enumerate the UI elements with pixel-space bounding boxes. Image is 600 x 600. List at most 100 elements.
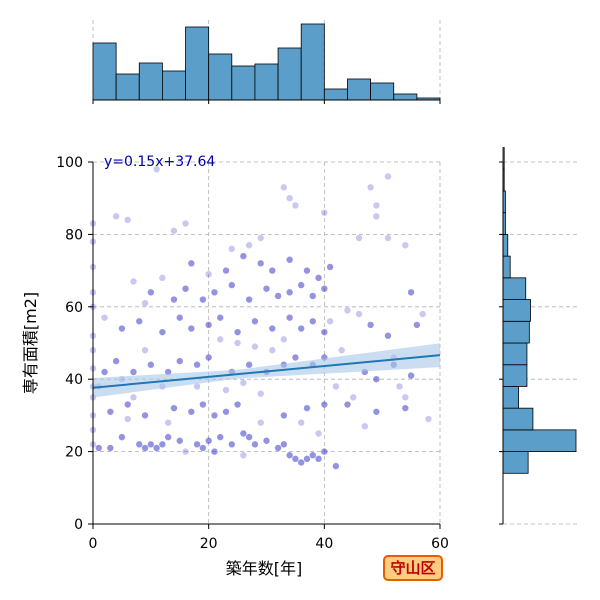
data-point xyxy=(159,328,166,336)
data-point xyxy=(407,372,415,379)
histogram-bar xyxy=(115,73,140,101)
data-point xyxy=(251,343,259,350)
data-point xyxy=(280,184,288,191)
data-point xyxy=(286,314,293,321)
data-point xyxy=(425,415,432,423)
data-point xyxy=(199,401,207,408)
data-point xyxy=(350,394,357,401)
data-point xyxy=(298,459,305,466)
data-point xyxy=(211,289,218,296)
data-point xyxy=(292,455,299,463)
histogram-bar xyxy=(502,364,528,387)
data-point xyxy=(176,357,183,365)
data-point xyxy=(355,234,363,242)
data-point xyxy=(141,444,149,452)
data-point xyxy=(193,441,201,448)
data-point xyxy=(298,281,305,289)
data-point xyxy=(176,314,183,321)
data-point xyxy=(402,394,409,401)
data-point xyxy=(170,296,178,303)
data-point xyxy=(164,433,172,441)
data-point xyxy=(419,310,426,318)
data-point xyxy=(159,441,166,448)
data-point xyxy=(257,234,264,242)
data-point xyxy=(373,376,380,383)
regression-line xyxy=(92,354,441,389)
data-point xyxy=(280,336,288,343)
data-point xyxy=(286,289,293,296)
data-point xyxy=(205,321,212,329)
data-point xyxy=(292,354,299,361)
data-point xyxy=(240,452,247,459)
histogram-bar xyxy=(370,82,395,101)
data-point xyxy=(228,441,235,448)
data-point xyxy=(199,296,207,303)
histogram-bar xyxy=(277,47,302,101)
data-point xyxy=(338,347,345,354)
x-tick-label: 60 xyxy=(431,536,449,552)
data-point xyxy=(315,430,322,437)
data-point xyxy=(193,383,201,390)
data-point xyxy=(182,220,189,227)
data-point xyxy=(153,444,160,452)
data-point xyxy=(118,433,126,441)
data-point xyxy=(130,278,137,285)
data-point xyxy=(124,216,131,224)
data-point xyxy=(245,433,253,441)
histogram-bar xyxy=(323,88,348,101)
data-point xyxy=(136,441,143,448)
data-point xyxy=(274,444,282,452)
data-point xyxy=(344,307,351,314)
data-point xyxy=(384,332,392,339)
data-point xyxy=(367,321,374,329)
histogram-bar xyxy=(138,62,163,101)
data-point xyxy=(147,361,155,368)
data-point xyxy=(101,314,108,321)
data-point xyxy=(217,433,224,441)
data-point xyxy=(228,245,235,253)
y-tick-label: 60 xyxy=(65,300,83,316)
histogram-bar xyxy=(208,53,233,101)
data-point xyxy=(107,408,114,415)
data-point xyxy=(321,448,328,455)
y-tick-label: 40 xyxy=(65,372,83,388)
data-point xyxy=(402,404,409,412)
data-point xyxy=(240,430,247,437)
histogram-bar xyxy=(161,70,186,101)
data-point xyxy=(141,412,149,419)
data-point xyxy=(303,267,311,274)
x-tick-label: 40 xyxy=(315,536,333,552)
data-point xyxy=(112,357,120,365)
data-point xyxy=(141,347,149,354)
data-point xyxy=(286,452,293,459)
data-point xyxy=(101,368,108,376)
data-point xyxy=(205,437,212,444)
data-point xyxy=(245,296,253,303)
scatter-plot: 0 20 40 60 0 20 40 60 80 100 xyxy=(56,155,449,552)
data-point xyxy=(326,263,334,271)
histogram-bar xyxy=(92,42,117,101)
regression-confidence-band xyxy=(93,343,440,398)
data-point xyxy=(153,166,160,173)
data-point xyxy=(269,347,276,354)
histogram-bar xyxy=(502,429,577,453)
y-axis-label: 専有面積[m2] xyxy=(21,292,40,394)
data-point xyxy=(286,256,293,263)
histogram-bar xyxy=(502,277,527,300)
data-point xyxy=(309,292,316,300)
data-point xyxy=(355,310,363,318)
data-point xyxy=(286,195,293,202)
y-tick-label: 100 xyxy=(56,155,83,171)
data-point xyxy=(159,274,166,282)
data-point xyxy=(263,285,270,292)
data-point xyxy=(182,448,189,455)
data-point xyxy=(298,419,305,426)
data-point xyxy=(292,202,299,209)
data-point xyxy=(124,415,131,423)
data-point xyxy=(245,361,253,368)
data-point xyxy=(95,444,102,452)
histogram-bar xyxy=(502,342,528,366)
data-point xyxy=(361,423,369,430)
data-point xyxy=(396,383,403,390)
data-point xyxy=(217,336,224,343)
